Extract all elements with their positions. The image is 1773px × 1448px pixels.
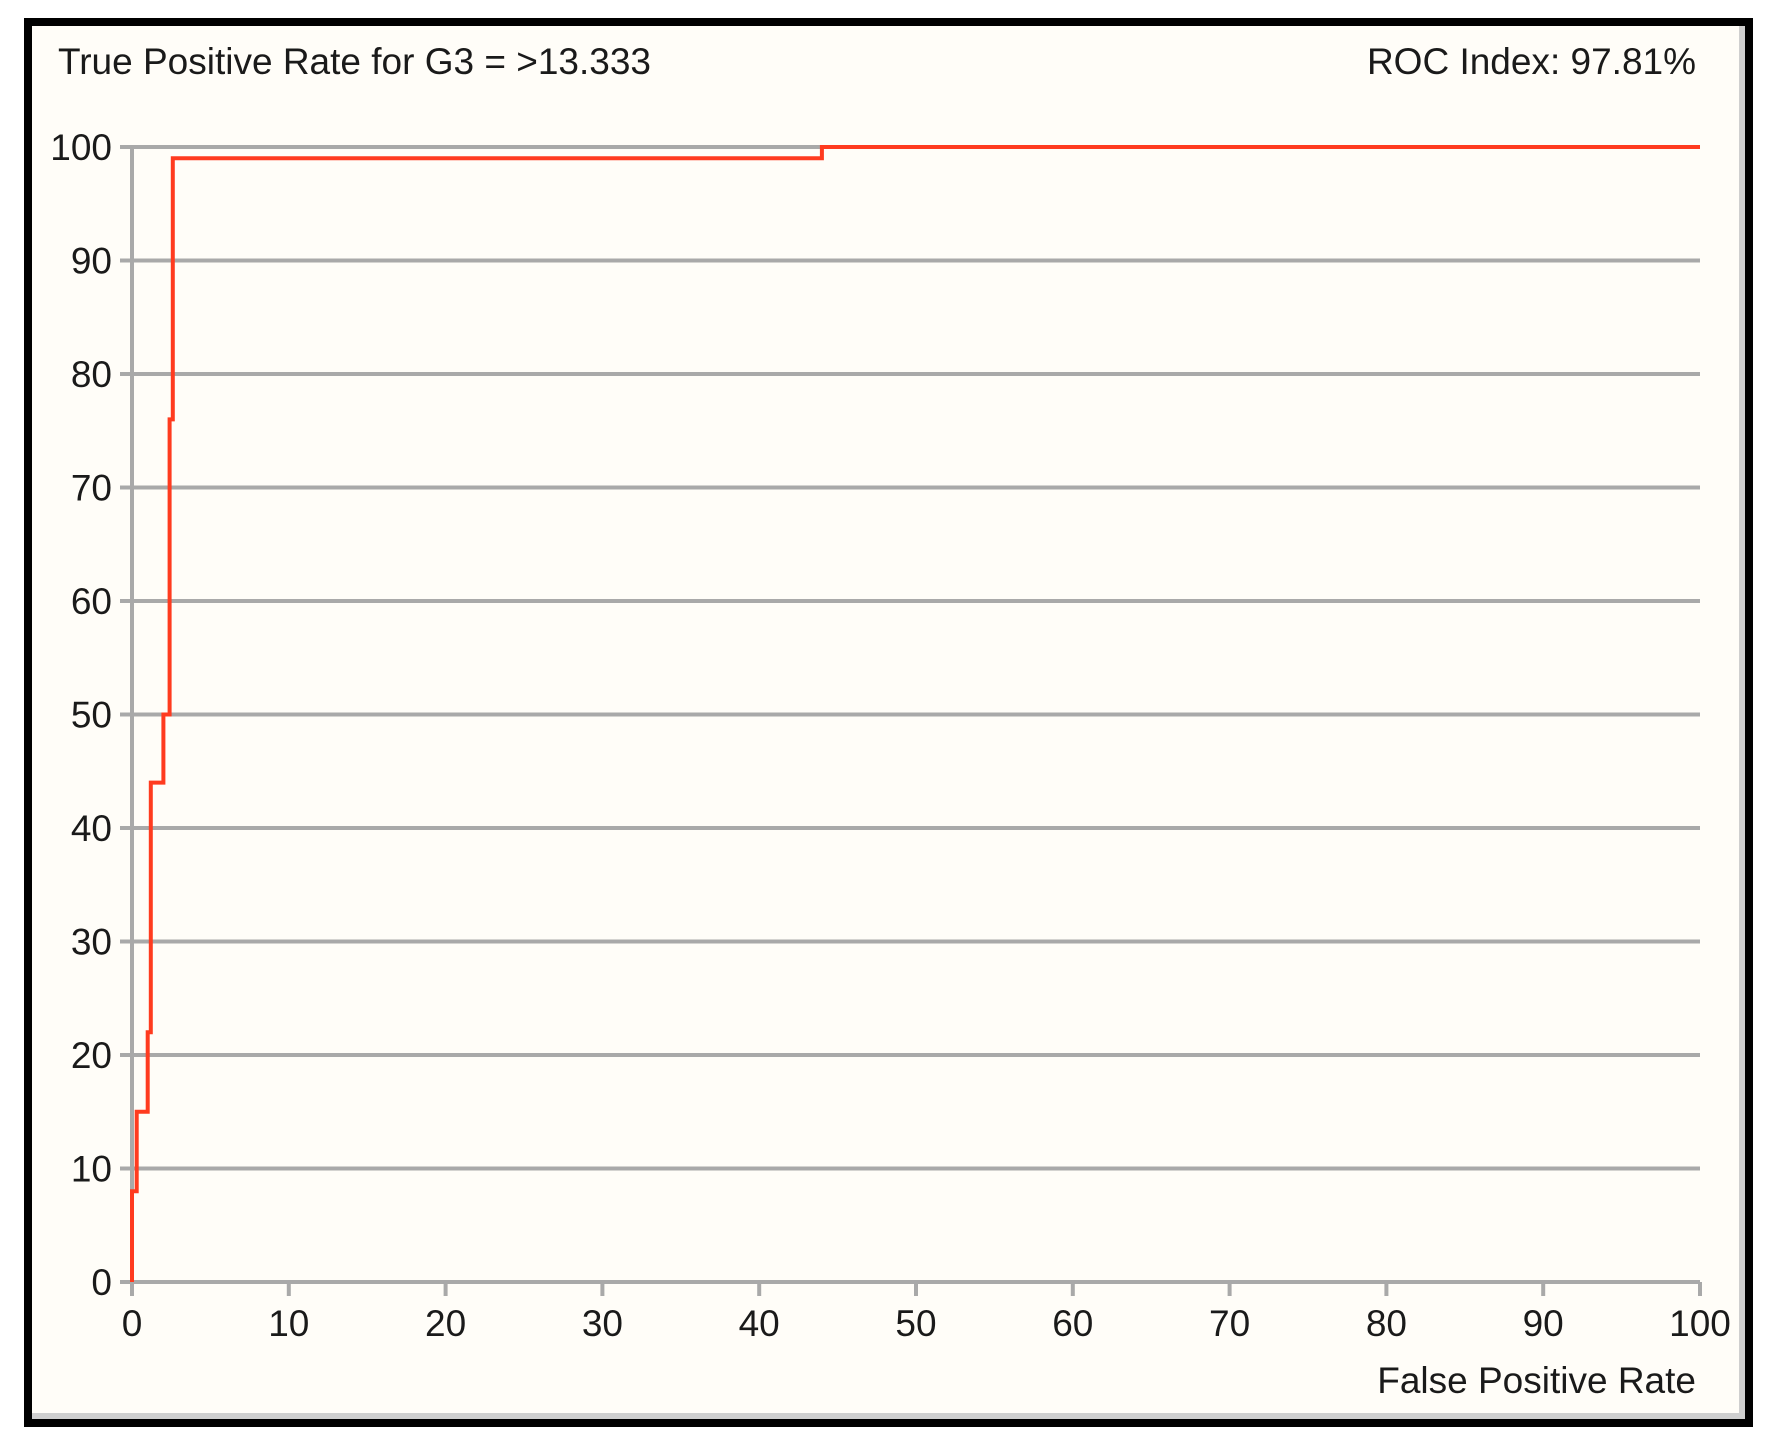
grid-lines (120, 145, 1700, 1284)
x-tick-label: 100 (1669, 1303, 1731, 1344)
x-tick-label: 10 (268, 1303, 309, 1344)
roc-curve-line (130, 145, 1700, 1282)
x-tick-label: 20 (425, 1303, 466, 1344)
x-tick-labels: 0 10 20 30 40 50 60 70 80 90 100 (122, 1303, 1731, 1344)
y-tick-label: 10 (71, 1149, 112, 1190)
y-tick-label: 0 (91, 1262, 112, 1303)
series-layer (130, 145, 1700, 1282)
axes (130, 147, 1702, 1296)
x-tick-label: 80 (1366, 1303, 1407, 1344)
x-tick-label: 40 (739, 1303, 780, 1344)
y-tick-label: 20 (71, 1035, 112, 1076)
x-tick-label: 60 (1052, 1303, 1093, 1344)
y-tick-label: 60 (71, 581, 112, 622)
chart-frame-shadow (32, 26, 1745, 1419)
chart-frame (24, 18, 1753, 1427)
x-tick-label: 50 (895, 1303, 936, 1344)
y-tick-label: 100 (50, 127, 112, 168)
y-tick-label: 90 (71, 241, 112, 282)
y-tick-labels: 0 10 20 30 40 50 60 70 80 90 100 (50, 127, 112, 1303)
roc-index-annotation: ROC Index: 97.81% (1367, 41, 1696, 82)
x-tick-label: 70 (1209, 1303, 1250, 1344)
chart-title: True Positive Rate for G3 = >13.333 (58, 41, 651, 82)
x-axis-label: False Positive Rate (1377, 1360, 1696, 1401)
y-tick-label: 80 (71, 354, 112, 395)
x-tick-label: 90 (1523, 1303, 1564, 1344)
y-tick-label: 40 (71, 808, 112, 849)
x-tick-label: 0 (122, 1303, 143, 1344)
y-tick-label: 50 (71, 695, 112, 736)
y-tick-label: 70 (71, 468, 112, 509)
y-tick-label: 30 (71, 922, 112, 963)
x-tick-label: 30 (582, 1303, 623, 1344)
